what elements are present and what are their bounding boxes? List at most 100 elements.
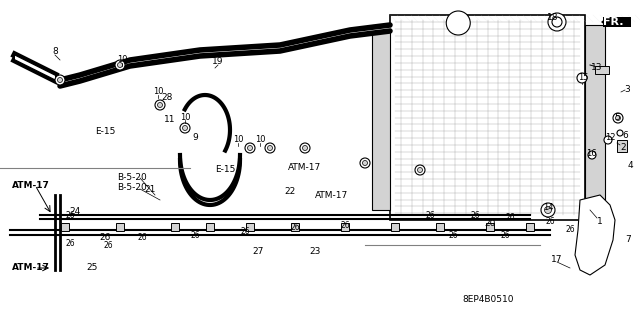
- Circle shape: [182, 125, 188, 130]
- Polygon shape: [350, 25, 390, 36]
- Text: ATM-17: ATM-17: [12, 263, 50, 272]
- Text: 10: 10: [233, 136, 243, 145]
- Text: 26: 26: [137, 234, 147, 242]
- Circle shape: [300, 143, 310, 153]
- Text: 10: 10: [255, 136, 265, 145]
- Bar: [116, 223, 124, 231]
- Text: 17: 17: [551, 256, 563, 264]
- Text: 26: 26: [65, 239, 75, 248]
- Text: 26: 26: [99, 234, 111, 242]
- Circle shape: [115, 60, 125, 70]
- Polygon shape: [60, 75, 80, 86]
- Circle shape: [303, 145, 307, 151]
- Bar: [595, 66, 609, 74]
- Circle shape: [55, 75, 65, 85]
- Circle shape: [118, 63, 122, 68]
- Text: 6: 6: [622, 130, 628, 139]
- Polygon shape: [80, 60, 130, 81]
- Bar: [246, 223, 254, 231]
- Polygon shape: [575, 195, 615, 275]
- Circle shape: [58, 78, 63, 83]
- Text: 16: 16: [586, 149, 596, 158]
- Text: 26: 26: [65, 211, 75, 219]
- Text: 26: 26: [470, 211, 480, 219]
- Text: 10: 10: [153, 87, 163, 97]
- Circle shape: [604, 136, 612, 144]
- Circle shape: [265, 143, 275, 153]
- Text: 19: 19: [212, 57, 224, 66]
- Text: 26: 26: [565, 226, 575, 234]
- Text: 26: 26: [425, 211, 435, 219]
- Text: 10: 10: [116, 56, 127, 64]
- Text: 8EP4B0510: 8EP4B0510: [462, 295, 514, 305]
- Text: 1: 1: [597, 218, 603, 226]
- Text: B-5-20: B-5-20: [117, 183, 147, 192]
- Bar: [526, 223, 534, 231]
- Polygon shape: [280, 30, 350, 51]
- Bar: [341, 223, 349, 231]
- Text: 14: 14: [543, 204, 553, 212]
- Text: E-15: E-15: [95, 128, 115, 137]
- Bar: [617, 140, 627, 152]
- Circle shape: [248, 145, 253, 151]
- Polygon shape: [130, 50, 200, 66]
- Text: 26: 26: [290, 224, 300, 233]
- Circle shape: [548, 13, 566, 31]
- Circle shape: [577, 73, 587, 83]
- Text: 26: 26: [190, 231, 200, 240]
- Bar: [486, 223, 494, 231]
- Text: ATM-17: ATM-17: [315, 191, 348, 201]
- Text: 26: 26: [500, 231, 510, 240]
- Bar: [585, 25, 605, 210]
- Text: 20: 20: [484, 219, 496, 227]
- Circle shape: [360, 158, 370, 168]
- Bar: [291, 223, 299, 231]
- Text: 13: 13: [591, 63, 603, 72]
- Text: 8: 8: [52, 48, 58, 56]
- Polygon shape: [200, 45, 280, 56]
- Bar: [391, 223, 399, 231]
- Text: 27: 27: [252, 248, 264, 256]
- Circle shape: [617, 130, 623, 136]
- Text: 26: 26: [340, 220, 350, 229]
- Circle shape: [417, 167, 422, 173]
- Text: B-5-20: B-5-20: [117, 173, 147, 182]
- Text: 11: 11: [164, 115, 176, 124]
- Text: 18: 18: [547, 13, 559, 23]
- Text: 4: 4: [627, 160, 633, 169]
- Circle shape: [157, 102, 163, 108]
- Circle shape: [545, 206, 552, 213]
- Text: 2: 2: [620, 144, 626, 152]
- Text: 25: 25: [86, 263, 98, 272]
- Bar: [61, 223, 69, 231]
- Circle shape: [415, 165, 425, 175]
- Text: 21: 21: [144, 186, 156, 195]
- Circle shape: [362, 160, 367, 166]
- Text: FR.: FR.: [603, 17, 623, 27]
- Text: 24: 24: [69, 207, 81, 217]
- Circle shape: [268, 145, 273, 151]
- Circle shape: [616, 115, 621, 121]
- Text: 23: 23: [309, 248, 321, 256]
- Circle shape: [552, 17, 562, 27]
- Bar: [603, 17, 631, 27]
- Text: 26: 26: [448, 231, 458, 240]
- Text: E-15: E-15: [215, 166, 236, 174]
- Circle shape: [155, 100, 165, 110]
- Polygon shape: [15, 55, 55, 80]
- Bar: [390, 15, 585, 220]
- Bar: [171, 223, 179, 231]
- Bar: [372, 25, 390, 210]
- Text: 26: 26: [505, 213, 515, 222]
- Text: ATM-17: ATM-17: [288, 164, 321, 173]
- Text: 26: 26: [103, 241, 113, 249]
- Circle shape: [541, 203, 555, 217]
- Circle shape: [180, 123, 190, 133]
- Circle shape: [446, 11, 470, 35]
- Text: 3: 3: [624, 85, 630, 94]
- Text: 26: 26: [545, 218, 555, 226]
- Bar: [436, 223, 444, 231]
- Text: 15: 15: [578, 73, 588, 83]
- Text: 7: 7: [625, 235, 631, 244]
- Text: 12: 12: [605, 133, 615, 143]
